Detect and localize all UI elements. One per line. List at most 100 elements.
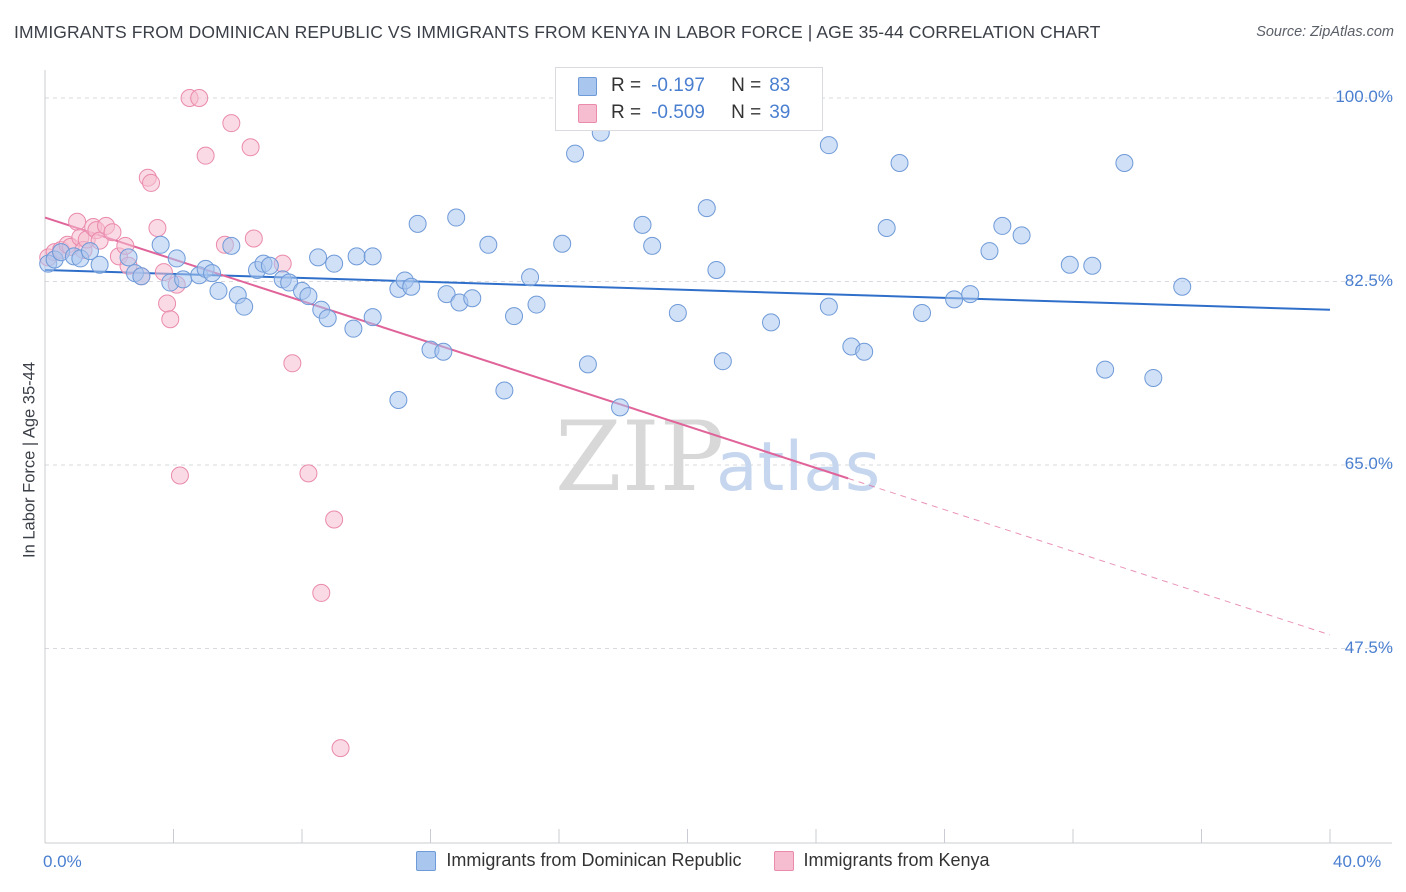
kenya-point xyxy=(190,89,209,107)
chart-title: IMMIGRANTS FROM DOMINICAN REPUBLIC VS IM… xyxy=(14,22,1101,42)
dominican-point xyxy=(363,308,382,327)
kenya-point xyxy=(142,173,161,192)
dominican-point xyxy=(167,249,186,268)
legend-label: Immigrants from Dominican Republic xyxy=(446,850,742,870)
dominican-point xyxy=(222,236,241,255)
pink-swatch xyxy=(773,850,794,871)
dominican-point xyxy=(325,254,344,273)
dominican-point xyxy=(633,215,652,234)
trend-lines xyxy=(44,216,1331,636)
dominican-point xyxy=(1096,360,1115,379)
kenya-point xyxy=(222,114,241,133)
gridlines xyxy=(45,97,1392,649)
n-label: N = xyxy=(731,75,762,96)
dominican-point xyxy=(1012,226,1031,245)
dominican-point xyxy=(1173,277,1192,296)
r-label: R = xyxy=(611,102,642,123)
n-value: 83 xyxy=(769,75,791,96)
stats-row-kenya: R = -0.509 N = 39 xyxy=(578,101,790,125)
kenya-point xyxy=(103,223,122,242)
blue-swatch xyxy=(578,76,597,96)
dominican-point xyxy=(235,297,254,316)
dominican-point xyxy=(668,303,687,322)
series-legend: Immigrants from Dominican Republic Immig… xyxy=(0,850,1406,871)
dominican-point xyxy=(819,136,838,155)
n-label: N = xyxy=(731,102,762,123)
kenya-points xyxy=(39,89,350,758)
dominican-point xyxy=(1060,255,1079,274)
dominican-point xyxy=(945,290,964,309)
dominican-point xyxy=(527,295,546,314)
kenya-point xyxy=(196,146,215,165)
x-tick-right: 40.0% xyxy=(1333,852,1382,871)
watermark-zip: ZIP xyxy=(555,401,724,513)
x-tick-left: 0.0% xyxy=(43,852,82,871)
legend-label: Immigrants from Kenya xyxy=(803,850,990,870)
dominican-point xyxy=(447,208,466,227)
dominican-point xyxy=(299,287,318,306)
r-value: -0.509 xyxy=(651,102,705,123)
dominican-point xyxy=(437,285,456,304)
dominican-point xyxy=(80,242,99,261)
r-value: -0.197 xyxy=(651,75,705,96)
legend-item-dominican: Immigrants from Dominican Republic xyxy=(416,850,742,871)
blue-swatch xyxy=(416,850,437,871)
dominican-points xyxy=(39,89,1192,417)
dominican-point xyxy=(132,267,151,286)
trend-line-kenya-extrapolated xyxy=(847,477,1331,636)
dominican-point xyxy=(463,289,482,308)
dominican-point xyxy=(347,247,366,266)
dominican-point xyxy=(611,398,630,417)
dominican-point xyxy=(578,355,597,374)
dominican-point xyxy=(209,281,228,300)
kenya-point xyxy=(158,294,177,313)
dominican-point xyxy=(961,285,980,304)
axes xyxy=(44,70,1392,844)
dominican-point xyxy=(309,248,328,267)
dominican-point xyxy=(119,248,138,267)
dominican-point xyxy=(260,256,279,275)
dominican-point xyxy=(505,307,524,326)
dominican-point xyxy=(363,247,382,266)
dominican-point xyxy=(318,309,337,328)
pink-swatch xyxy=(578,103,597,123)
n-value: 39 xyxy=(769,102,791,123)
dominican-point xyxy=(402,277,421,296)
kenya-point xyxy=(299,464,318,483)
dominican-point xyxy=(890,154,909,173)
legend-item-kenya: Immigrants from Kenya xyxy=(773,850,990,871)
dominican-point xyxy=(855,342,874,361)
dominican-point xyxy=(389,390,408,409)
dominican-point xyxy=(643,236,662,255)
watermark-atlas: atlas xyxy=(716,428,880,507)
dominican-point xyxy=(344,319,363,338)
y-tick-label: 47.5% xyxy=(1344,637,1393,657)
dominican-point xyxy=(280,273,299,292)
watermark: ZIP atlas xyxy=(555,401,880,513)
dominican-point xyxy=(1115,154,1134,173)
kenya-point xyxy=(331,739,350,758)
kenya-point xyxy=(312,583,331,602)
dominican-point xyxy=(993,216,1012,235)
dominican-point xyxy=(819,297,838,316)
kenya-point xyxy=(244,229,263,248)
dominican-point xyxy=(566,144,585,163)
kenya-point xyxy=(241,138,260,157)
kenya-point xyxy=(68,212,87,231)
dominican-point xyxy=(521,268,540,287)
kenya-point xyxy=(148,219,167,238)
dominican-point xyxy=(713,352,732,371)
kenya-point xyxy=(170,466,189,485)
dominican-point xyxy=(877,219,896,238)
kenya-point xyxy=(325,510,344,529)
y-axis-label: In Labor Force | Age 35-44 xyxy=(20,362,39,558)
dominican-point xyxy=(495,381,514,400)
kenya-point xyxy=(283,354,302,373)
y-tick-label: 100.0% xyxy=(1335,87,1393,106)
y-tick-label: 82.5% xyxy=(1344,270,1393,290)
dominican-point xyxy=(203,264,222,283)
dominican-point xyxy=(408,214,427,233)
dominican-point xyxy=(913,303,932,322)
dominican-point xyxy=(434,342,453,361)
